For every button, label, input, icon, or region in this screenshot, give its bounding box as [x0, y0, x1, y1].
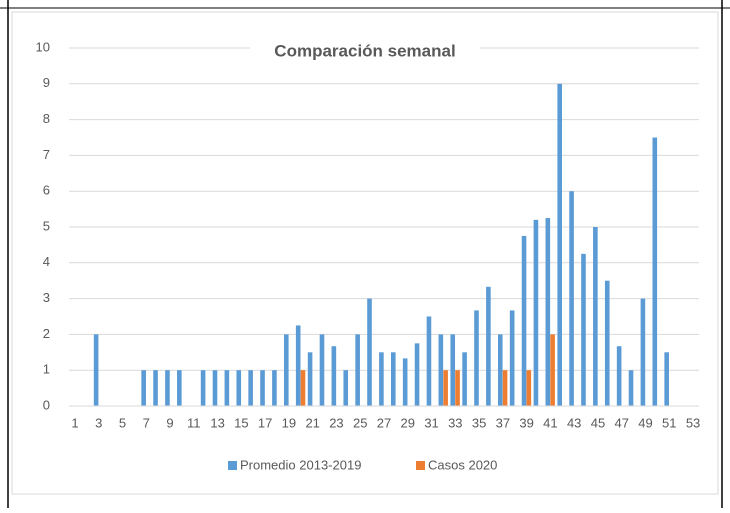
- x-tick-label: 15: [234, 415, 248, 430]
- x-tick-label: 37: [496, 415, 510, 430]
- x-tick-label: 29: [401, 415, 415, 430]
- bar: [664, 352, 669, 406]
- bar: [550, 334, 555, 406]
- bar: [443, 370, 448, 406]
- x-tick-label: 23: [329, 415, 343, 430]
- bar: [236, 370, 242, 406]
- x-tick-label: 19: [282, 415, 296, 430]
- x-tick-label: 53: [686, 415, 700, 430]
- x-tick-label: 47: [615, 415, 629, 430]
- bar: [545, 218, 551, 406]
- bar: [502, 370, 508, 406]
- bar: [224, 370, 230, 406]
- bar: [640, 298, 646, 406]
- bar: [486, 286, 491, 406]
- bar: [390, 352, 396, 406]
- bar: [295, 325, 301, 406]
- y-tick-label: 4: [43, 254, 50, 269]
- bar: [367, 298, 372, 406]
- x-tick-label: 7: [143, 415, 150, 430]
- y-tick-label: 2: [43, 326, 50, 341]
- bar: [628, 370, 634, 406]
- bar: [284, 334, 289, 406]
- bar: [414, 343, 420, 406]
- y-tick-label: 0: [43, 397, 50, 412]
- bar: [604, 280, 610, 406]
- bar: [593, 227, 598, 406]
- bar: [343, 370, 349, 406]
- y-tick-label: 3: [43, 290, 50, 305]
- bar: [379, 352, 384, 406]
- y-tick-label: 5: [43, 218, 50, 233]
- x-tick-label: 41: [543, 415, 557, 430]
- bar: [177, 370, 182, 406]
- bar: [533, 219, 539, 406]
- bar: [153, 370, 158, 406]
- x-tick-label: 21: [305, 415, 319, 430]
- legend-swatch: [228, 461, 237, 470]
- bar: [426, 316, 432, 406]
- y-tick-label: 6: [43, 183, 50, 198]
- bar: [526, 370, 532, 406]
- bar: [474, 310, 479, 406]
- x-tick-label: 33: [448, 415, 462, 430]
- x-tick-label: 3: [95, 415, 102, 430]
- bar: [521, 235, 527, 406]
- chart-frame: [11, 11, 719, 495]
- x-tick-label: 5: [119, 415, 126, 430]
- bar: [248, 370, 253, 406]
- bar: [355, 334, 360, 406]
- y-tick-label: 10: [36, 39, 50, 54]
- bar: [212, 370, 218, 406]
- bar: [93, 334, 99, 406]
- bar: [165, 370, 170, 406]
- bar: [557, 83, 563, 407]
- bar: [450, 334, 456, 406]
- bar: [455, 370, 460, 406]
- x-tick-label: 51: [662, 415, 676, 430]
- bar: [497, 334, 503, 406]
- bar: [438, 334, 444, 406]
- x-tick-label: 9: [166, 415, 173, 430]
- x-tick-label: 31: [424, 415, 438, 430]
- x-tick-label: 13: [210, 415, 224, 430]
- x-tick-label: 17: [258, 415, 272, 430]
- y-tick-label: 8: [43, 111, 50, 126]
- bar: [462, 352, 467, 406]
- bar: [272, 370, 277, 406]
- x-tick-label: 45: [591, 415, 605, 430]
- y-tick-label: 7: [43, 147, 50, 162]
- x-tick-label: 35: [472, 415, 486, 430]
- title-background: [250, 40, 480, 64]
- x-tick-label: 25: [353, 415, 367, 430]
- x-tick-label: 39: [519, 415, 533, 430]
- bar: [307, 352, 313, 406]
- bar: [569, 191, 574, 406]
- bar: [509, 310, 515, 406]
- bar: [402, 358, 408, 406]
- y-tick-label: 1: [43, 362, 50, 377]
- bar: [300, 370, 306, 406]
- bar: [260, 370, 265, 406]
- legend-swatch: [416, 461, 425, 470]
- chart-title: Comparación semanal: [274, 41, 455, 60]
- y-tick-label: 9: [43, 75, 50, 90]
- bar: [652, 137, 658, 406]
- bar: [331, 346, 337, 406]
- x-tick-label: 43: [567, 415, 581, 430]
- legend-label: Casos 2020: [428, 457, 497, 472]
- bar: [200, 370, 206, 406]
- bar: [141, 370, 146, 406]
- legend-label: Promedio 2013-2019: [240, 457, 361, 472]
- x-tick-label: 49: [638, 415, 652, 430]
- x-tick-label: 27: [377, 415, 391, 430]
- bar: [319, 334, 325, 406]
- bar: [581, 253, 586, 406]
- x-tick-label: 1: [71, 415, 78, 430]
- x-tick-label: 11: [187, 415, 201, 430]
- bar: [616, 346, 622, 406]
